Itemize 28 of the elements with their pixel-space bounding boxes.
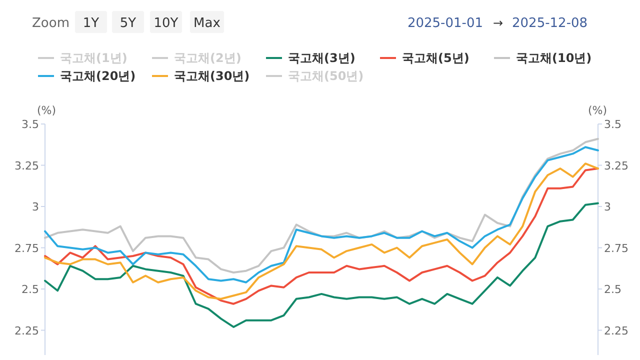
legend-label: 국고채(10년) [516,51,592,65]
y-tick-label: 2.5 [22,283,39,296]
y-tick-label: 2.25 [14,324,39,338]
text: Zoom [32,16,70,31]
line-series [44,202,599,328]
y-tick-label: 3.5 [22,118,39,131]
text: 2025-01-01 [407,16,483,31]
legend-label: 국고채(3년) [288,51,356,65]
text: 1Y [82,16,100,31]
text: → [492,16,504,30]
y2-tick-label: 2.75 [604,242,628,255]
legend-label: 국고채(20년) [60,69,136,83]
y2-tick-label: 2.5 [604,283,622,296]
text: Max [194,16,221,31]
y-axis-title: (%) [37,104,56,117]
text: 2025-12-08 [512,16,588,31]
y2-tick-label: 3 [604,200,611,214]
text: 5Y [120,16,136,31]
y2-tick-label: 3.5 [604,118,622,131]
legend-label: 국고채(30년) [174,69,250,83]
y2-axis-title: (%) [588,104,608,117]
y-tick-label: 2.75 [14,242,39,255]
y-tick-label: 3.25 [14,159,39,172]
y-tick-label: 3 [32,200,39,214]
y2-tick-label: 2.25 [604,324,628,338]
text: 10Y [154,16,178,31]
y2-tick-label: 3.25 [604,159,628,172]
legend-label: 국고채(5년) [402,51,470,65]
